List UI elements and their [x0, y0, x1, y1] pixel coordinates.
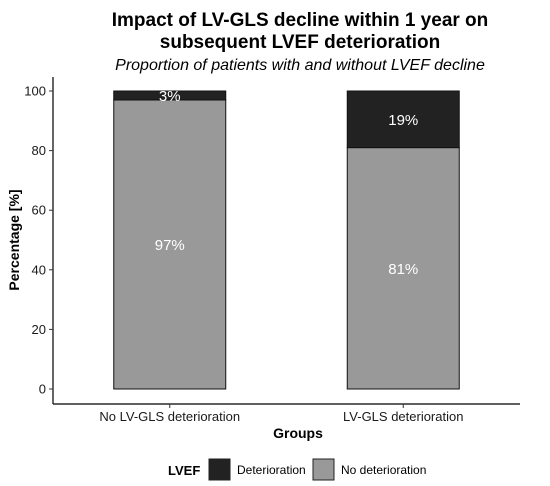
legend-label-deterioration: Deterioration [237, 463, 306, 477]
legend-swatch-no-deterioration [312, 458, 335, 481]
x-tick-label: No LV-GLS deterioration [99, 409, 240, 424]
legend-label-no-deterioration: No deterioration [341, 463, 426, 477]
bar-deterioration [113, 90, 227, 101]
chart-subtitle: Proportion of patients with and without … [115, 57, 485, 74]
bar-value-label: 19% [388, 112, 418, 129]
bar-value-label: 3% [159, 88, 181, 105]
x-tick-label: LV-GLS deterioration [343, 409, 463, 424]
bar-no-deterioration [346, 147, 460, 390]
bar-deterioration [346, 90, 460, 149]
bar-no-deterioration [113, 99, 227, 390]
y-tick-label: 0 [39, 382, 46, 397]
y-axis-title: Percentage [%] [6, 189, 22, 290]
chart-title-line-2: subsequent LVEF deterioration [160, 32, 440, 53]
legend-swatch-deterioration [208, 458, 231, 481]
y-tick-label: 40 [32, 262, 46, 277]
y-tick-label: 80 [32, 143, 46, 158]
y-tick-label: 20 [32, 322, 46, 337]
plot-area: 0 20 40 60 80 100 97% 3% No LV-GLS deterioration… [24, 77, 520, 424]
y-tick-label: 100 [24, 84, 46, 99]
legend-title: LVEF [168, 463, 200, 478]
y-tick-label: 60 [32, 203, 46, 218]
legend: LVEF Deterioration No deterioration [168, 458, 426, 481]
chart-title-line-1: Impact of LV-GLS decline within 1 year o… [112, 10, 489, 31]
x-axis-title: Groups [273, 425, 323, 441]
bar-value-label: 81% [388, 261, 418, 278]
bar-value-label: 97% [155, 237, 185, 254]
